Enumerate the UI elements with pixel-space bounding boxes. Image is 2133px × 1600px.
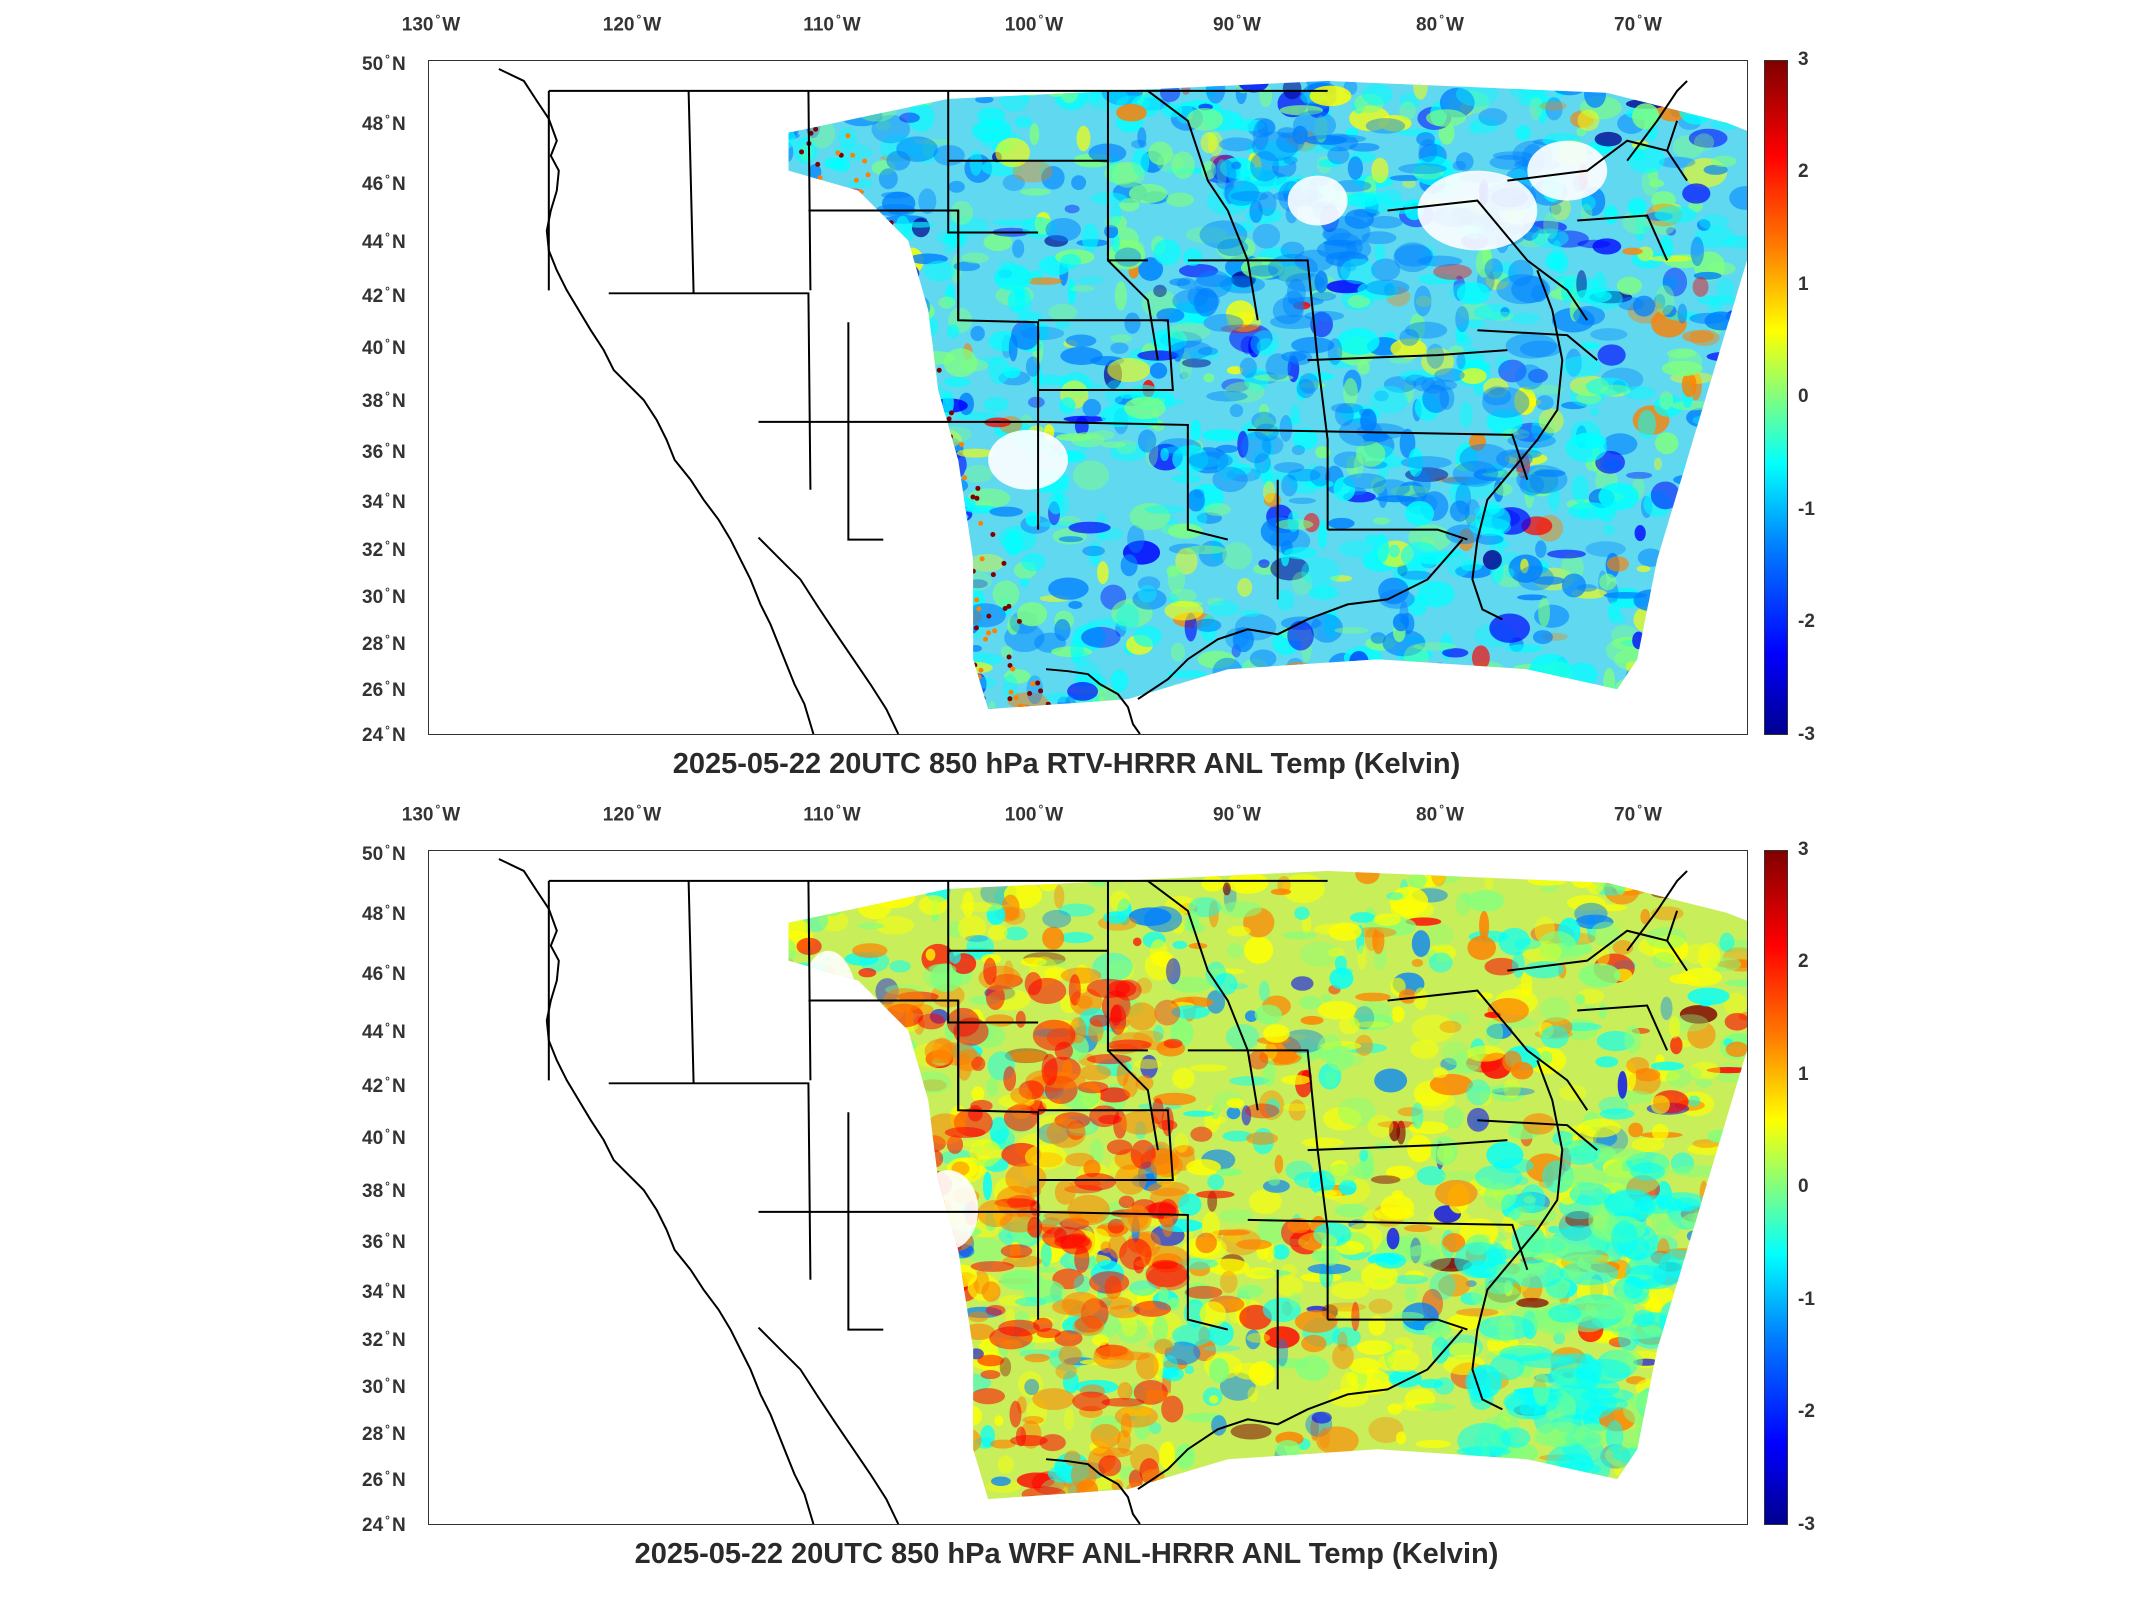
lat-tick-label: 32 ° N xyxy=(362,538,406,562)
lon-tick-label: 130 ° W xyxy=(402,12,460,36)
lon-tick-label: 110 ° W xyxy=(803,802,860,826)
lat-tick-label: 28 ° N xyxy=(362,1422,406,1446)
lat-tick-label: 46 ° N xyxy=(362,172,406,196)
colorbar-tick-label: -1 xyxy=(1798,499,1815,521)
panel-title: 2025-05-22 20UTC 850 hPa WRF ANL-HRRR AN… xyxy=(0,1538,2133,1571)
lat-tick-label: 36 ° N xyxy=(362,1230,406,1254)
lon-tick-label: 130 ° W xyxy=(402,802,460,826)
lon-tick-label: 100 ° W xyxy=(1005,802,1063,826)
data-field xyxy=(429,851,1747,1524)
lat-tick-label: 30 ° N xyxy=(362,585,406,609)
conus-map xyxy=(429,851,1747,1524)
lon-tick-label: 120 ° W xyxy=(603,12,661,36)
conus-map xyxy=(429,61,1747,734)
lat-tick-label: 32 ° N xyxy=(362,1328,406,1352)
lon-tick-label: 120 ° W xyxy=(603,802,661,826)
colorbar-tick-label: -1 xyxy=(1798,1289,1815,1311)
map-plot-area xyxy=(428,850,1748,1525)
lon-tick-label: 70 ° W xyxy=(1614,12,1662,36)
lon-tick-label: 80 ° W xyxy=(1416,802,1464,826)
colorbar-tick-label: 0 xyxy=(1798,1176,1809,1198)
lat-tick-label: 44 ° N xyxy=(362,1020,406,1044)
lat-tick-label: 38 ° N xyxy=(362,1179,406,1203)
lon-tick-label: 90 ° W xyxy=(1213,12,1261,36)
lat-tick-label: 34 ° N xyxy=(362,1280,406,1304)
colorbar-tick-label: 3 xyxy=(1798,839,1809,861)
colorbar-tick-label: -2 xyxy=(1798,1401,1815,1423)
lat-tick-label: 26 ° N xyxy=(362,1468,406,1492)
lon-tick-label: 90 ° W xyxy=(1213,802,1261,826)
lon-tick-label: 80 ° W xyxy=(1416,12,1464,36)
lat-tick-label: 24 ° N xyxy=(362,723,406,747)
colorbar xyxy=(1764,850,1788,1525)
colorbar-tick-label: 0 xyxy=(1798,386,1809,408)
map-panel-wrf-hrrr: 130 ° W 120 ° W 110 ° W 100 ° W 90 ° W 80 ° W 70 ° W 50 ° N 48 °… xyxy=(0,790,2133,1590)
panel-title: 2025-05-22 20UTC 850 hPa RTV-HRRR ANL Te… xyxy=(0,748,2133,781)
map-plot-area xyxy=(428,60,1748,735)
lat-tick-label: 48 ° N xyxy=(362,112,406,136)
lat-tick-label: 30 ° N xyxy=(362,1375,406,1399)
lat-tick-label: 24 ° N xyxy=(362,1513,406,1537)
lat-tick-label: 34 ° N xyxy=(362,490,406,514)
lat-tick-label: 44 ° N xyxy=(362,230,406,254)
lat-tick-label: 42 ° N xyxy=(362,1074,406,1098)
lat-tick-label: 26 ° N xyxy=(362,678,406,702)
lat-tick-label: 40 ° N xyxy=(362,336,406,360)
lat-tick-label: 42 ° N xyxy=(362,284,406,308)
colorbar xyxy=(1764,60,1788,735)
colorbar-tick-label: 2 xyxy=(1798,161,1809,183)
lat-tick-label: 38 ° N xyxy=(362,389,406,413)
lon-tick-label: 100 ° W xyxy=(1005,12,1063,36)
colorbar-tick-label: 1 xyxy=(1798,274,1809,296)
data-field xyxy=(429,61,1747,734)
lat-tick-label: 50 ° N xyxy=(362,52,406,76)
colorbar-tick-label: -2 xyxy=(1798,611,1815,633)
lon-tick-label: 110 ° W xyxy=(803,12,860,36)
lat-tick-label: 50 ° N xyxy=(362,842,406,866)
lat-tick-label: 46 ° N xyxy=(362,962,406,986)
lat-tick-label: 36 ° N xyxy=(362,440,406,464)
lat-tick-label: 48 ° N xyxy=(362,902,406,926)
colorbar-tick-label: 3 xyxy=(1798,49,1809,71)
colorbar-tick-label: 1 xyxy=(1798,1064,1809,1086)
lat-tick-label: 40 ° N xyxy=(362,1126,406,1150)
lon-tick-label: 70 ° W xyxy=(1614,802,1662,826)
lat-tick-label: 28 ° N xyxy=(362,632,406,656)
colorbar-tick-label: 2 xyxy=(1798,951,1809,973)
map-panel-rtv-hrrr: 130 ° W 120 ° W 110 ° W 100 ° W 90 ° W 80 ° W 70 ° W 50 ° N 48 °… xyxy=(0,0,2133,800)
colorbar-tick-label: -3 xyxy=(1798,724,1815,746)
colorbar-tick-label: -3 xyxy=(1798,1514,1815,1536)
